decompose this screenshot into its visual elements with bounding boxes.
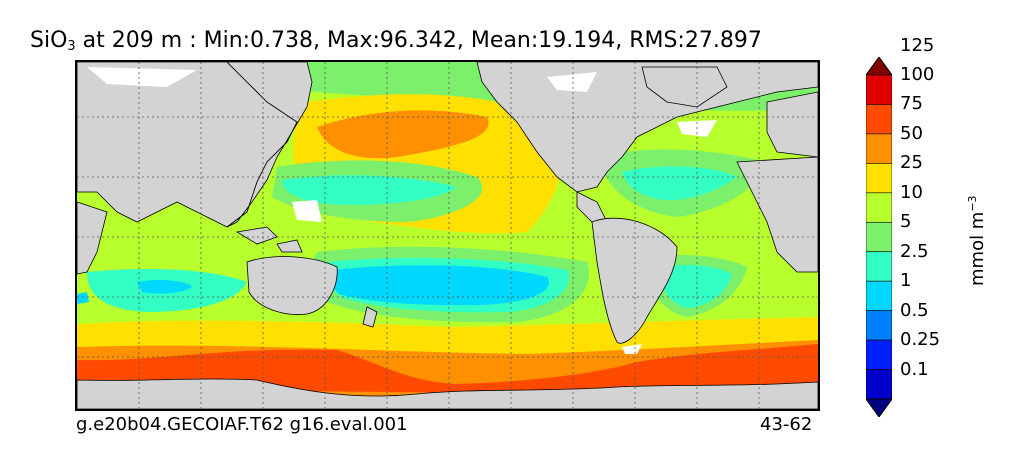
colorbar-segment — [866, 339, 892, 370]
colorbar-segment — [866, 369, 892, 400]
colorbar-segment — [866, 104, 892, 135]
africa-land — [77, 201, 108, 275]
units-label: mmol m−3 — [966, 195, 988, 286]
colorbar-tick-label: 10 — [900, 181, 923, 203]
colorbar-extend-max — [866, 57, 892, 76]
colorbar-tick-label: 0.1 — [900, 358, 929, 380]
colorbar-tick-label: 100 — [900, 64, 935, 85]
colorbar-tick-label: 1 — [900, 270, 912, 292]
antarctica-land — [77, 378, 818, 409]
colorbar-segment — [866, 74, 892, 105]
colorbar-tick-label: 25 — [900, 152, 923, 174]
contour-band-npac-50 — [317, 110, 489, 159]
colorbar-tick-label: 2.5 — [900, 240, 929, 262]
east-asia-land — [226, 62, 313, 228]
south-america-land — [591, 217, 678, 344]
colorbar-tick-label: 5 — [900, 211, 912, 233]
colorbar-extend-min — [866, 398, 892, 417]
colorbar — [866, 57, 892, 417]
colorbar-segment — [866, 192, 892, 223]
africa-east-land — [736, 156, 818, 273]
ocean-map — [75, 60, 820, 411]
map-title: SiO3 at 209 m : Min:0.738, Max:96.342, M… — [30, 28, 762, 54]
colorbar-tick-label: 0.5 — [900, 299, 929, 321]
colorbar-segment — [866, 133, 892, 164]
north-america-land — [476, 62, 818, 193]
arctic-ice — [87, 67, 197, 87]
australia-land — [246, 256, 338, 315]
colorbar-segment — [866, 251, 892, 282]
colorbar-segment — [866, 280, 892, 311]
colorbar-tick-label: 75 — [900, 93, 923, 115]
contour-band-spac-1 — [329, 265, 549, 306]
colorbar-tick-label: 125 — [900, 34, 935, 56]
colorbar-segment — [866, 310, 892, 341]
years-label: 43-62 — [760, 414, 813, 435]
colorbar-segment — [866, 163, 892, 194]
colorbar-segment — [866, 221, 892, 253]
colorbar-tick-label: 50 — [900, 122, 923, 144]
case-name-label: g.e20b04.GECOIAF.T62 g16.eval.001 — [76, 414, 408, 435]
colorbar-tick-label: 0.25 — [900, 329, 941, 351]
